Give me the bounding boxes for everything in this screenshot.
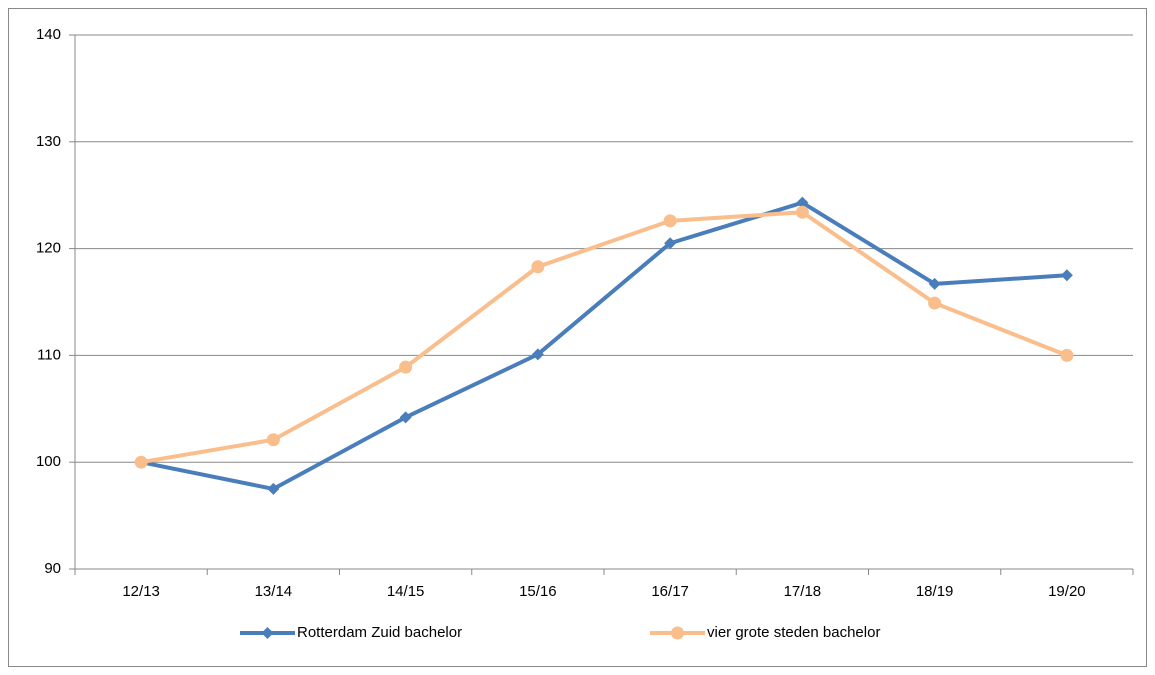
series-line [140,210,1068,465]
data-point [531,348,544,361]
data-point [267,482,280,495]
legend-marker [261,627,274,639]
x-tick-label: 19/20 [1048,583,1086,600]
data-point [266,433,280,447]
data-point [795,205,809,219]
legend-label: vier grote steden bachelor [707,624,880,641]
data-point [928,277,941,290]
x-tick-label: 15/16 [519,583,557,600]
data-point [796,196,809,209]
legend-label: Rotterdam Zuid bachelor [297,624,462,641]
data-point [1060,269,1073,282]
x-tick-label: 17/18 [784,583,822,600]
x-tick-label: 13/14 [255,583,293,600]
y-tick-label: 130 [36,133,61,150]
chart-frame [8,8,1147,667]
x-tick-label: 18/19 [916,583,954,600]
x-tick-label: 14/15 [387,583,425,600]
data-point [664,237,677,250]
data-point [663,214,677,228]
y-tick-label: 120 [36,240,61,257]
y-tick-label: 110 [37,346,61,363]
data-point [1060,348,1074,362]
x-tick-label: 16/17 [651,583,689,600]
data-point [134,455,148,469]
x-tick-label: 12/13 [122,583,160,600]
legend-marker [671,626,684,640]
series-line [140,200,1068,491]
y-tick-label: 100 [36,453,61,470]
y-tick-label: 140 [36,26,61,43]
data-point [928,296,942,310]
y-tick-label: 90 [44,560,61,577]
data-point [399,411,412,424]
data-point [531,260,545,274]
data-point [399,360,413,374]
